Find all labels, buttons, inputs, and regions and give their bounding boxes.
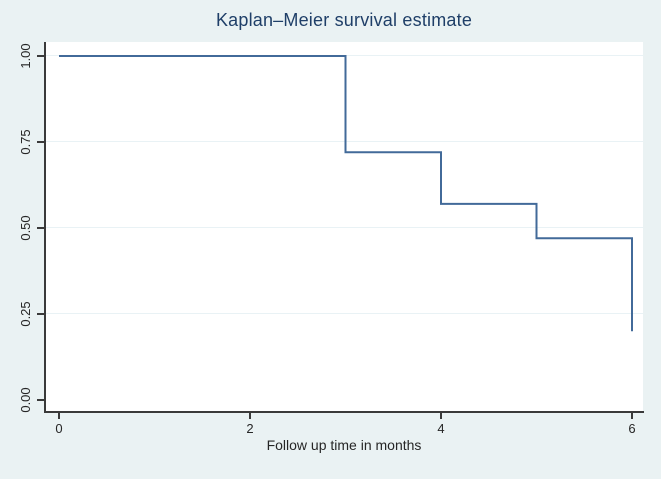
y-tick-label: 0.00 xyxy=(18,387,33,413)
chart-title: Kaplan–Meier survival estimate xyxy=(215,10,473,30)
y-tick-0.75 xyxy=(37,141,44,143)
y-tick-label: 0.75 xyxy=(18,129,33,155)
plot-area xyxy=(45,42,643,411)
y-tick-label: 0.25 xyxy=(18,301,33,327)
x-tick-label: 2 xyxy=(246,421,254,436)
y-tick-0.50 xyxy=(37,227,44,229)
x-axis-title: Follow up time in months xyxy=(266,437,422,453)
gridline-0.75 xyxy=(45,141,643,142)
gridline-0.25 xyxy=(45,313,643,314)
gridline-0.50 xyxy=(45,227,643,228)
x-tick-label: 6 xyxy=(628,421,636,436)
x-tick-label: 0 xyxy=(55,421,63,436)
x-tick-4 xyxy=(440,413,442,419)
y-tick-label: 1.00 xyxy=(18,43,33,69)
y-tick-1.00 xyxy=(37,55,44,57)
y-tick-label: 0.50 xyxy=(18,215,33,241)
survival-curve xyxy=(59,55,633,332)
y-tick-0.25 xyxy=(37,313,44,315)
x-axis-line xyxy=(44,411,644,413)
y-tick-0.00 xyxy=(37,399,44,401)
x-tick-2 xyxy=(249,413,251,419)
x-tick-6 xyxy=(631,413,633,419)
km-step-line xyxy=(59,55,633,332)
x-tick-0 xyxy=(58,413,60,419)
y-axis-line xyxy=(44,42,46,413)
x-tick-label: 4 xyxy=(437,421,445,436)
